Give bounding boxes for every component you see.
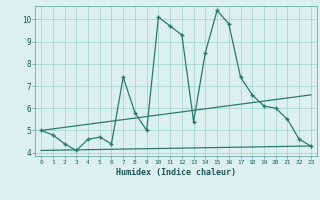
X-axis label: Humidex (Indice chaleur): Humidex (Indice chaleur) xyxy=(116,168,236,177)
